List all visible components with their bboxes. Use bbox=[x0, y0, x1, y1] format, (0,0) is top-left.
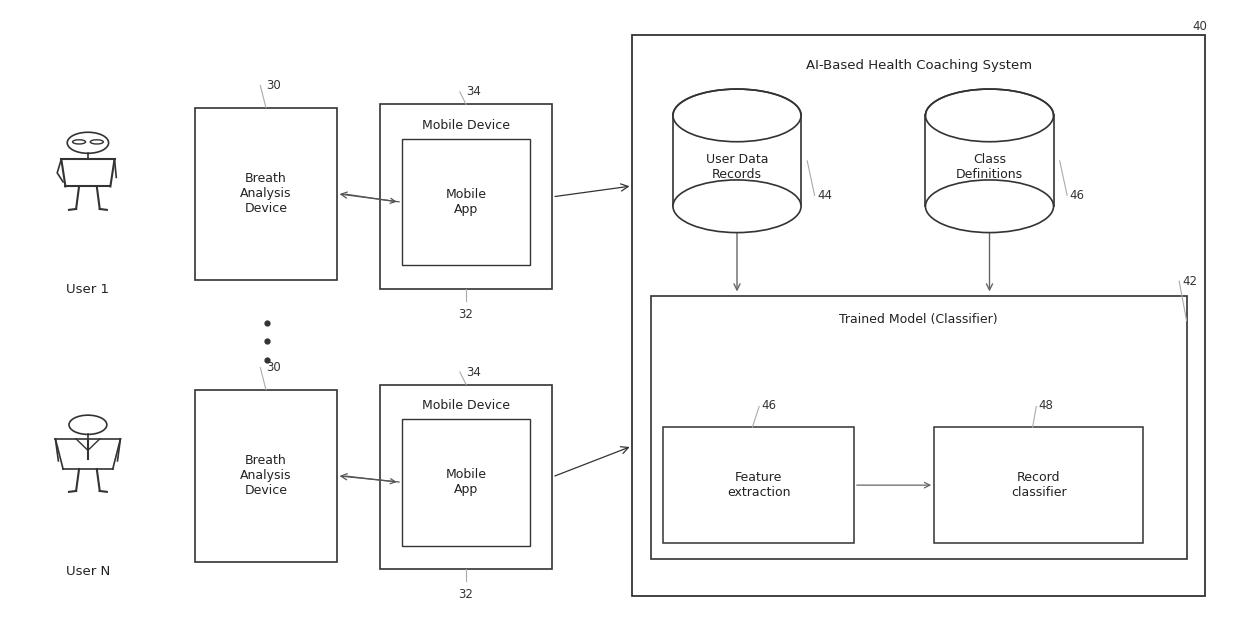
Text: Breath
Analysis
Device: Breath Analysis Device bbox=[241, 454, 291, 497]
Text: 42: 42 bbox=[1183, 275, 1198, 288]
Text: 32: 32 bbox=[459, 588, 474, 601]
Text: 34: 34 bbox=[466, 366, 481, 378]
Ellipse shape bbox=[73, 140, 86, 144]
FancyBboxPatch shape bbox=[925, 116, 1054, 206]
Text: Record
classifier: Record classifier bbox=[1011, 471, 1066, 499]
Text: User N: User N bbox=[66, 565, 110, 578]
Text: Class
Definitions: Class Definitions bbox=[956, 153, 1023, 181]
Text: 44: 44 bbox=[817, 189, 832, 202]
Text: Breath
Analysis
Device: Breath Analysis Device bbox=[241, 172, 291, 215]
Text: 40: 40 bbox=[1193, 20, 1208, 32]
FancyBboxPatch shape bbox=[402, 419, 529, 545]
Ellipse shape bbox=[673, 89, 801, 142]
FancyBboxPatch shape bbox=[195, 107, 337, 280]
Ellipse shape bbox=[925, 180, 1054, 232]
Text: 30: 30 bbox=[267, 361, 281, 374]
Circle shape bbox=[69, 415, 107, 434]
FancyBboxPatch shape bbox=[663, 427, 854, 543]
Ellipse shape bbox=[91, 140, 103, 144]
Text: User Data
Records: User Data Records bbox=[706, 153, 769, 181]
FancyBboxPatch shape bbox=[651, 295, 1187, 559]
Text: 32: 32 bbox=[459, 308, 474, 321]
FancyBboxPatch shape bbox=[632, 36, 1205, 596]
Text: 46: 46 bbox=[1070, 189, 1085, 202]
Text: Mobile
App: Mobile App bbox=[445, 188, 486, 216]
Text: Mobile Device: Mobile Device bbox=[422, 119, 510, 131]
Text: 34: 34 bbox=[466, 85, 481, 98]
Text: 46: 46 bbox=[761, 399, 776, 411]
Text: AI-Based Health Coaching System: AI-Based Health Coaching System bbox=[806, 59, 1032, 72]
FancyBboxPatch shape bbox=[379, 104, 552, 290]
Circle shape bbox=[67, 132, 109, 153]
FancyBboxPatch shape bbox=[934, 427, 1143, 543]
Text: 30: 30 bbox=[267, 79, 281, 92]
Ellipse shape bbox=[673, 180, 801, 232]
Text: Feature
extraction: Feature extraction bbox=[727, 471, 790, 499]
Text: User 1: User 1 bbox=[67, 283, 109, 296]
Text: 48: 48 bbox=[1039, 399, 1054, 411]
FancyBboxPatch shape bbox=[379, 385, 552, 570]
Text: Mobile
App: Mobile App bbox=[445, 469, 486, 497]
Text: Trained Model (Classifier): Trained Model (Classifier) bbox=[839, 313, 998, 326]
Text: Mobile Device: Mobile Device bbox=[422, 399, 510, 411]
Ellipse shape bbox=[925, 89, 1054, 142]
FancyBboxPatch shape bbox=[195, 389, 337, 562]
FancyBboxPatch shape bbox=[673, 116, 801, 206]
FancyBboxPatch shape bbox=[402, 139, 529, 265]
